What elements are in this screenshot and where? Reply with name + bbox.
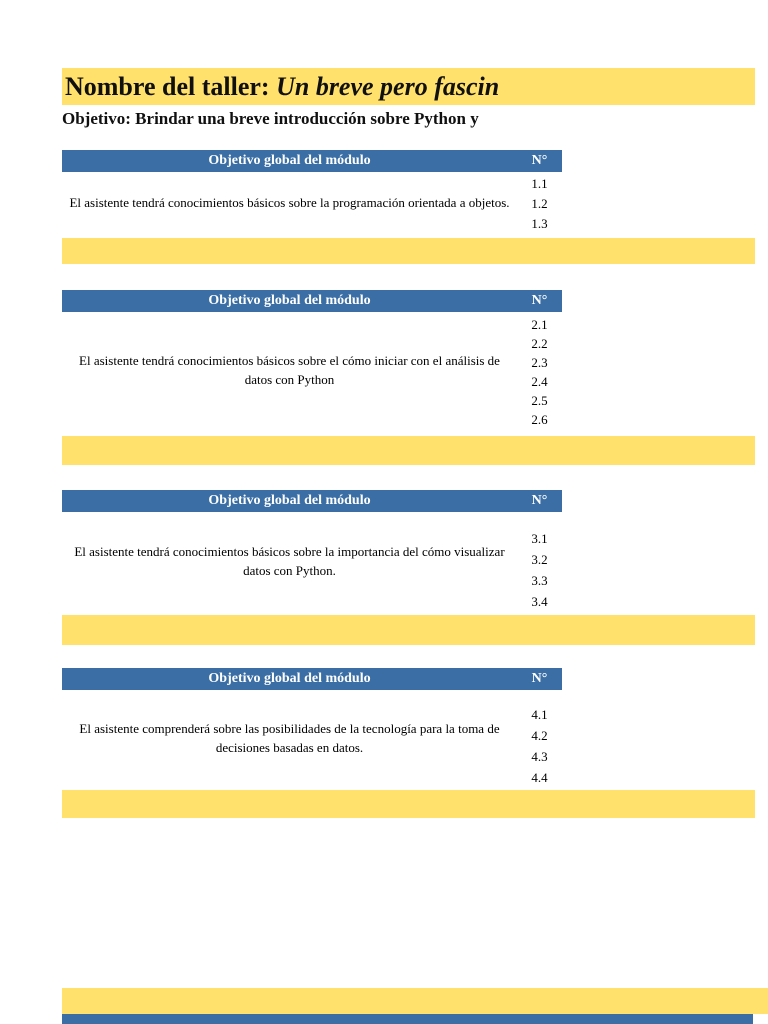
separator-bar	[62, 615, 755, 645]
module-number: 3.3	[531, 573, 548, 588]
module-number: 4.1	[531, 707, 548, 722]
number-column-header: N°	[531, 293, 548, 308]
module-objective-text: El asistente tendrá conocimientos básico…	[74, 544, 505, 578]
module-number-list: 4.1 4.2 4.3 4.4	[517, 690, 562, 788]
module-number: 2.4	[531, 374, 548, 389]
module-table-header: Objetivo global del módulo N°	[62, 290, 562, 312]
workshop-title-prefix: Nombre del taller:	[65, 72, 277, 101]
module-section-2: Objetivo global del módulo N° El asisten…	[62, 290, 755, 465]
separator-bar	[62, 790, 755, 818]
module-number: 4.4	[531, 770, 548, 785]
module-header-label: Objetivo global del módulo	[208, 293, 371, 308]
module-number-list: 2.1 2.2 2.3 2.4 2.5 2.6	[517, 312, 562, 430]
module-number: 3.1	[531, 531, 548, 546]
module-number: 4.3	[531, 749, 548, 764]
module-objective-text: El asistente comprenderá sobre las posib…	[79, 721, 500, 755]
bottom-yellow-bar	[62, 988, 768, 1014]
module-number: 2.2	[531, 336, 548, 351]
module-objective-text: El asistente tendrá conocimientos básico…	[79, 353, 500, 387]
module-header-label: Objetivo global del módulo	[208, 493, 371, 508]
module-number: 4.2	[531, 728, 548, 743]
module-number: 3.2	[531, 552, 548, 567]
module-number-list: 1.1 1.2 1.3	[517, 172, 562, 234]
module-number-list: 3.1 3.2 3.3 3.4	[517, 512, 562, 612]
module-table-header: Objetivo global del módulo N°	[62, 490, 562, 512]
bottom-blue-bar	[62, 1014, 753, 1024]
module-table-1: Objetivo global del módulo N° El asisten…	[62, 150, 562, 234]
course-objective-line: Objetivo: Brindar una breve introducción…	[62, 109, 479, 128]
module-number: 1.3	[531, 216, 548, 231]
module-number: 1.1	[531, 176, 548, 191]
module-objective-text: El asistente tendrá conocimientos básico…	[69, 194, 510, 210]
module-section-3: Objetivo global del módulo N° El asisten…	[62, 490, 755, 645]
module-table-header: Objetivo global del módulo N°	[62, 150, 562, 172]
title-banner: Nombre del taller: Un breve pero fascin	[62, 68, 755, 105]
module-table-body: El asistente comprenderá sobre las posib…	[62, 690, 562, 788]
separator-bar	[62, 238, 755, 264]
number-column-header: N°	[531, 153, 548, 168]
number-column-header: N°	[531, 493, 548, 508]
module-section-4: Objetivo global del módulo N° El asisten…	[62, 668, 755, 818]
number-column-header: N°	[531, 671, 548, 686]
module-header-label: Objetivo global del módulo	[208, 153, 371, 168]
module-table-2: Objetivo global del módulo N° El asisten…	[62, 290, 562, 430]
module-table-4: Objetivo global del módulo N° El asisten…	[62, 668, 562, 788]
module-number: 2.5	[531, 393, 548, 408]
module-table-body: El asistente tendrá conocimientos básico…	[62, 172, 562, 234]
module-table-header: Objetivo global del módulo N°	[62, 668, 562, 690]
module-number: 3.4	[531, 594, 548, 609]
module-number: 2.1	[531, 317, 548, 332]
module-table-body: El asistente tendrá conocimientos básico…	[62, 512, 562, 612]
workshop-title-name: Un breve pero fascin	[276, 72, 500, 101]
separator-bar	[62, 436, 755, 465]
module-table-body: El asistente tendrá conocimientos básico…	[62, 312, 562, 430]
workshop-title: Nombre del taller: Un breve pero fascin	[62, 68, 567, 105]
module-header-label: Objetivo global del módulo	[208, 671, 371, 686]
module-number: 2.6	[531, 412, 548, 427]
module-section-1: Objetivo global del módulo N° El asisten…	[62, 150, 755, 264]
module-number: 2.3	[531, 355, 548, 370]
module-number: 1.2	[531, 196, 548, 211]
module-table-3: Objetivo global del módulo N° El asisten…	[62, 490, 562, 612]
